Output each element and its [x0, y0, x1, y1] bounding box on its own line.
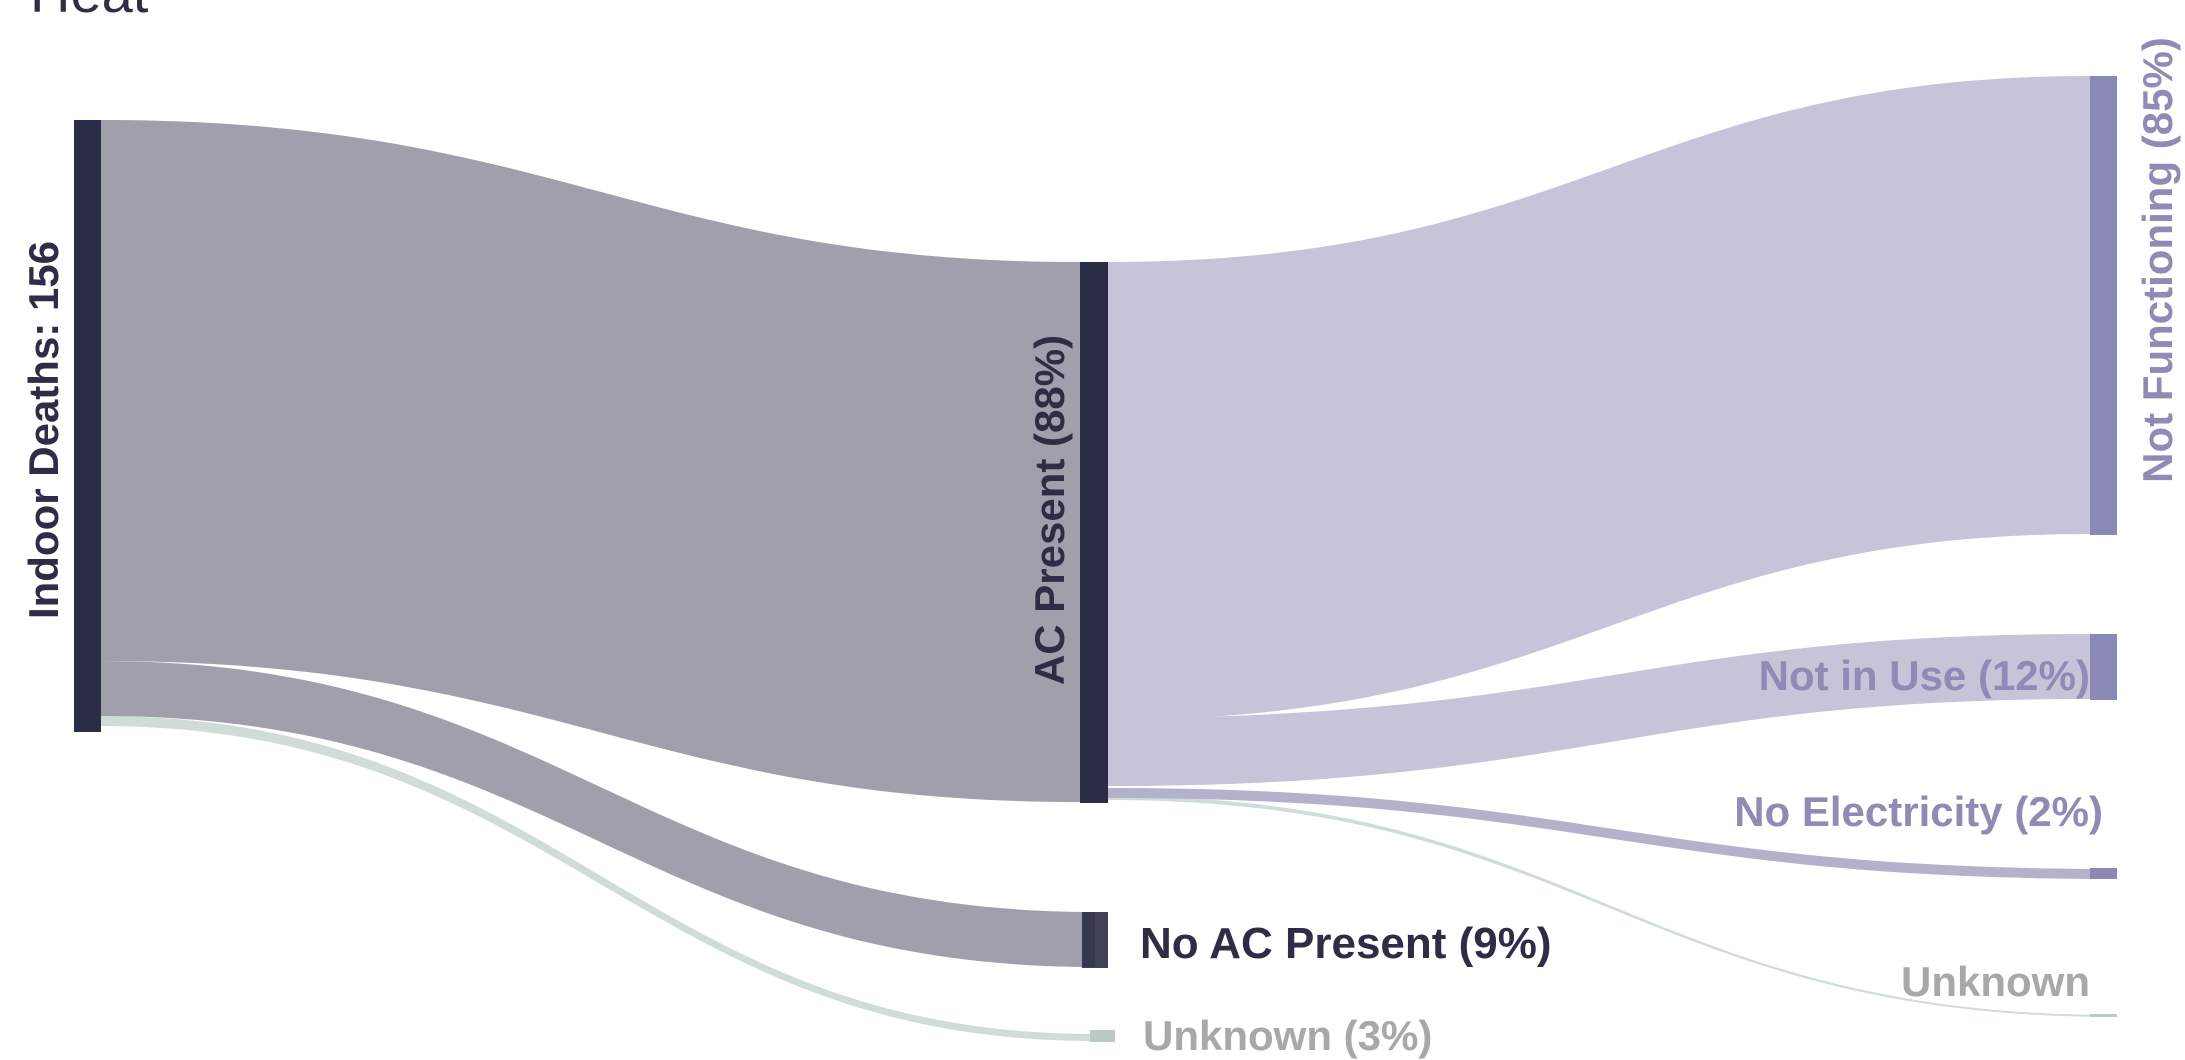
label-unknown-level1: Unknown (3%)	[1143, 1012, 1432, 1059]
flow-root-to-unknown	[100, 716, 1095, 1041]
flow-ac-to-unknown	[1108, 796, 2115, 1017]
flow-ac-to-no-electricity	[1108, 788, 2115, 879]
node-unknown-level2	[2090, 1014, 2117, 1017]
node-not-functioning	[2090, 76, 2117, 535]
flow-root-to-ac-present	[100, 120, 1080, 802]
node-no-electricity	[2090, 868, 2117, 879]
node-ac-present	[1080, 262, 1108, 803]
node-not-in-use	[2090, 634, 2117, 700]
flow-root-to-no-ac	[100, 661, 1095, 967]
label-unknown-level2: Unknown	[1901, 958, 2090, 1005]
label-no-electricity: No Electricity (2%)	[1734, 788, 2103, 835]
node-unknown-level1	[1090, 1030, 1115, 1042]
label-not-in-use: Not in Use (12%)	[1759, 652, 2090, 699]
label-indoor-deaths: Indoor Deaths: 156	[20, 241, 67, 619]
flow-ac-to-not-in-use	[1108, 634, 2090, 786]
label-no-ac-present: No AC Present (9%)	[1140, 919, 1552, 968]
label-not-functioning: Not Functioning (85%)	[2134, 37, 2181, 483]
node-no-ac-present	[1082, 912, 1108, 968]
node-indoor-deaths	[74, 120, 101, 732]
flow-ac-to-not-functioning	[1108, 76, 2090, 720]
label-ac-present: AC Present (88%)	[1026, 335, 1073, 685]
cropped-title-fragment: Heat	[30, 0, 149, 24]
